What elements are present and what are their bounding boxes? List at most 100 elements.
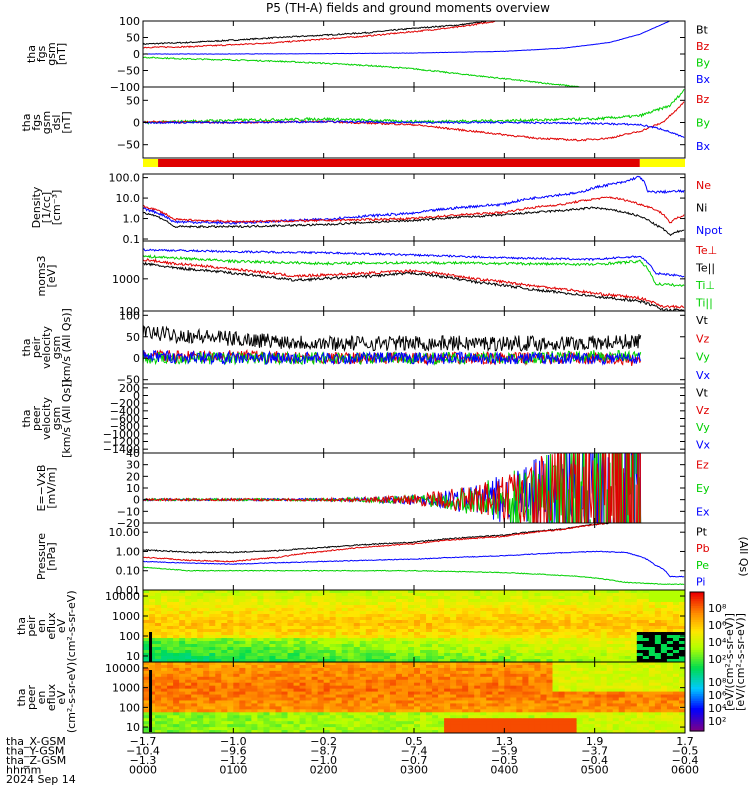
heat-cell <box>552 670 560 675</box>
heat-cell <box>269 718 277 722</box>
heat-cell <box>636 706 644 710</box>
series-p4-te-- <box>143 261 685 311</box>
heat-cell <box>239 727 246 731</box>
heat-cell <box>305 676 313 681</box>
heat-cell <box>371 629 379 633</box>
heat-cell <box>582 605 590 609</box>
heat-cell <box>347 724 355 728</box>
heat-cell <box>480 629 487 633</box>
heat-cell <box>564 611 572 615</box>
heat-cell <box>305 691 313 696</box>
heat-cell <box>269 596 277 600</box>
heat-cell <box>395 706 403 710</box>
heat-cell <box>299 691 307 696</box>
colorbar-frame <box>689 591 705 732</box>
heat-cell <box>257 691 265 696</box>
heat-cell <box>420 667 427 672</box>
heat-cell <box>299 730 307 733</box>
heat-cell <box>299 706 307 710</box>
heat-cell <box>480 614 487 618</box>
heat-cell <box>540 682 548 687</box>
heat-cell <box>353 638 361 642</box>
heat-cell <box>155 593 162 597</box>
heat-cell <box>612 620 620 624</box>
heat-cell <box>239 706 246 710</box>
colorbar-swatch <box>690 707 704 711</box>
heat-cell <box>426 659 433 662</box>
legend-p4-2: Ti⊥ <box>695 279 715 292</box>
heat-cell <box>660 650 668 654</box>
heat-cell <box>564 659 572 662</box>
heat-cell <box>624 709 632 713</box>
heat-cell <box>672 676 680 681</box>
heat-cell <box>492 706 499 710</box>
heat-cell <box>269 685 277 690</box>
heat-cell <box>209 709 216 713</box>
heat-cell <box>161 688 168 693</box>
heat-cell <box>371 620 379 624</box>
heat-cell <box>347 659 355 662</box>
heat-cell <box>588 670 596 675</box>
heat-cell <box>371 730 379 733</box>
heat-cell <box>648 700 656 705</box>
heat-cell <box>480 664 487 669</box>
heat-cell <box>407 721 415 725</box>
heat-cell <box>191 703 198 707</box>
heat-cell <box>329 712 337 716</box>
heat-cell <box>492 691 499 696</box>
heat-cell <box>450 706 457 710</box>
heat-cell <box>341 715 349 719</box>
footer-value: −0.5 <box>491 754 518 767</box>
heat-cell <box>161 721 168 725</box>
heat-cell <box>287 697 295 702</box>
heat-cell <box>347 602 355 606</box>
heat-cell <box>588 721 596 725</box>
heat-cell <box>564 712 572 716</box>
heat-cell <box>600 724 608 728</box>
heat-cell <box>377 697 385 702</box>
heat-cell <box>383 727 391 731</box>
heat-cell <box>173 617 180 621</box>
heat-cell <box>269 679 277 684</box>
heat-cell <box>420 676 427 681</box>
heat-cell <box>227 614 234 618</box>
heat-cell <box>347 706 355 710</box>
heat-cell <box>510 632 517 636</box>
heat-cell <box>582 644 590 648</box>
heat-cell <box>462 653 469 657</box>
heat-cell <box>317 653 325 657</box>
heat-cell <box>305 673 313 678</box>
heat-cell <box>275 703 283 707</box>
heat-cell <box>275 641 283 645</box>
heat-cell <box>353 596 361 600</box>
heat-cell <box>191 623 198 627</box>
heat-cell <box>221 703 228 707</box>
heat-cell <box>215 712 222 716</box>
heat-cell <box>173 664 180 669</box>
footer-value: 0.5 <box>405 735 423 748</box>
heat-cell <box>221 673 228 678</box>
heat-cell <box>341 721 349 725</box>
heat-cell <box>456 608 463 612</box>
heat-cell <box>480 697 487 702</box>
heat-cell <box>594 659 602 662</box>
heat-cell <box>474 724 481 728</box>
heat-cell <box>263 650 271 654</box>
series-p5-vx <box>143 349 642 367</box>
heat-cell <box>245 706 252 710</box>
heat-cell <box>359 721 367 725</box>
heat-cell <box>426 709 433 713</box>
heat-cell <box>546 617 554 621</box>
heat-cell <box>588 623 596 627</box>
heat-cell <box>606 721 614 725</box>
heat-cell <box>546 611 554 615</box>
heat-cell <box>600 614 608 618</box>
heat-cell <box>522 727 530 731</box>
heat-cell <box>371 659 379 662</box>
heat-cell <box>263 590 271 594</box>
heat-cell <box>570 593 578 597</box>
heat-cell <box>155 685 162 690</box>
heat-cell <box>492 709 499 713</box>
heat-cell <box>678 706 685 710</box>
heat-cell <box>564 697 572 702</box>
